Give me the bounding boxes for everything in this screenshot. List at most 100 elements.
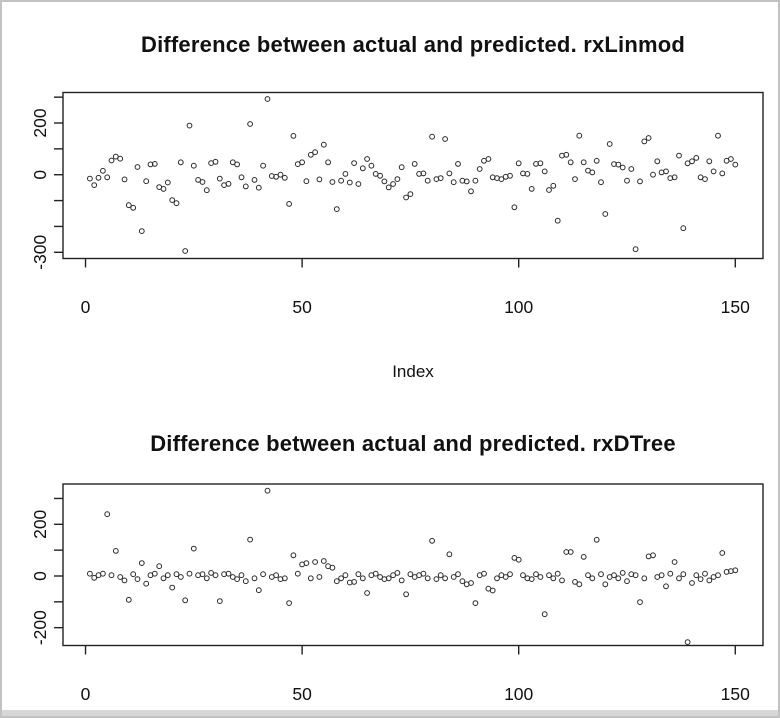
data-point [459, 578, 466, 585]
data-point [104, 174, 111, 181]
data-point [524, 171, 531, 177]
data-point [450, 574, 457, 580]
x-tick-label: 0 [81, 297, 91, 317]
plot-box [62, 91, 764, 260]
y-tick-label: 0 [30, 170, 50, 180]
data-point [598, 571, 604, 578]
data-point [377, 172, 384, 179]
data-point [125, 202, 132, 209]
data-point [429, 537, 436, 544]
data-point [359, 575, 366, 582]
data-point [615, 161, 622, 168]
data-point [702, 176, 708, 183]
data-point [173, 571, 180, 578]
data-point [238, 572, 245, 579]
data-point [212, 158, 219, 165]
data-point [420, 170, 427, 177]
y-tick-label: 200 [30, 108, 50, 137]
data-point [507, 571, 513, 578]
data-point [303, 178, 310, 185]
data-point [580, 159, 587, 166]
data-point [455, 571, 461, 578]
data-point [368, 162, 375, 169]
data-point [342, 171, 349, 177]
data-point [281, 575, 288, 582]
chart-2: 0 50 100 150 200 0 -200 [30, 483, 764, 704]
data-point [199, 571, 206, 578]
data-point [624, 177, 630, 184]
data-point [589, 575, 596, 582]
data-point [697, 576, 704, 582]
data-point [203, 575, 210, 582]
data-point [134, 164, 141, 170]
data-point [654, 158, 661, 165]
x-tick-label: 100 [504, 297, 533, 317]
data-point [286, 201, 293, 207]
data-point [676, 575, 682, 582]
data-point [130, 571, 137, 578]
data-point [541, 611, 548, 618]
data-point [658, 572, 665, 579]
data-point [121, 176, 128, 183]
data-point [572, 579, 578, 585]
data-point [203, 187, 210, 194]
data-point [87, 570, 93, 577]
data-point [385, 184, 392, 191]
data-point [433, 576, 440, 582]
data-point [100, 167, 106, 174]
data-point [216, 175, 223, 182]
data-point [533, 571, 539, 578]
data-point [541, 168, 548, 175]
data-point [303, 560, 310, 566]
data-point [117, 155, 124, 162]
data-point [468, 188, 474, 195]
data-point [567, 549, 574, 555]
data-point [164, 179, 171, 186]
data-point [671, 174, 678, 181]
data-point [182, 248, 189, 254]
data-point [273, 173, 280, 180]
data-point [602, 211, 609, 217]
data-point [247, 121, 254, 127]
data-point [364, 590, 371, 596]
data-point [485, 156, 492, 162]
data-point [429, 133, 436, 140]
data-point [117, 574, 124, 580]
data-point [732, 567, 739, 574]
data-point [130, 204, 137, 211]
data-point [112, 548, 119, 554]
data-point [442, 575, 449, 582]
data-point [507, 172, 513, 179]
data-point [346, 179, 353, 186]
data-point [169, 197, 176, 204]
data-point [676, 152, 682, 159]
data-point [177, 159, 184, 166]
data-point [689, 580, 695, 586]
data-point [100, 570, 106, 577]
data-point [472, 600, 479, 606]
data-point [624, 578, 630, 585]
data-point [446, 551, 453, 558]
x-tick-label: 150 [721, 684, 750, 704]
data-point [554, 570, 561, 577]
data-point [606, 141, 613, 147]
data-point [515, 160, 522, 167]
data-point [667, 570, 674, 577]
data-point [442, 136, 449, 142]
data-point [641, 138, 648, 145]
data-point [680, 571, 687, 578]
data-point [398, 577, 405, 584]
data-point [199, 179, 206, 185]
data-point [572, 176, 578, 183]
x-tick-label: 100 [504, 684, 533, 704]
plot-box [62, 483, 764, 647]
data-point [394, 570, 401, 576]
data-point [290, 552, 297, 559]
data-point [225, 180, 232, 187]
data-point [307, 575, 314, 582]
data-point [182, 597, 189, 604]
data-point [91, 574, 98, 581]
data-point [364, 156, 371, 162]
x-tick-label: 150 [721, 297, 750, 317]
